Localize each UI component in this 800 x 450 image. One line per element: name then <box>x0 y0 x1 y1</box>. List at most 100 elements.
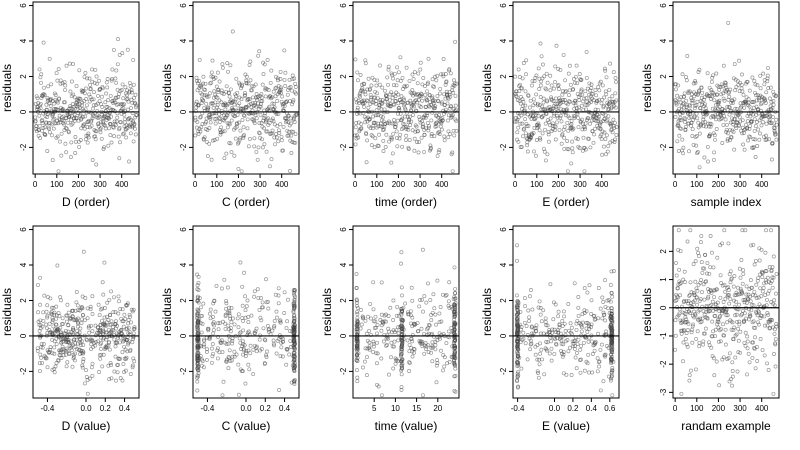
data-point <box>579 343 583 348</box>
data-point <box>68 155 73 160</box>
data-point <box>381 138 386 143</box>
data-point <box>774 137 779 142</box>
data-point <box>128 84 133 89</box>
data-point <box>731 129 736 134</box>
data-point <box>438 124 443 129</box>
data-point <box>113 354 118 359</box>
data-point <box>270 131 274 136</box>
data-point <box>416 150 421 155</box>
data-point <box>45 313 50 318</box>
data-point <box>595 369 600 374</box>
data-point <box>213 92 218 97</box>
data-point <box>238 128 243 133</box>
data-point <box>66 323 71 328</box>
data-point <box>764 280 769 285</box>
x-axis-label: randam example <box>681 419 771 433</box>
data-point <box>726 20 731 25</box>
data-point <box>609 333 614 338</box>
data-point <box>281 148 285 153</box>
x-tick-label: 400 <box>275 180 289 189</box>
data-point <box>735 319 739 324</box>
data-point <box>108 121 113 126</box>
data-point <box>453 39 458 44</box>
data-point <box>697 254 701 259</box>
data-point <box>393 122 398 127</box>
data-point <box>684 342 689 347</box>
data-point <box>243 294 248 299</box>
data-point <box>444 292 449 297</box>
data-point <box>680 110 685 115</box>
data-point <box>395 78 400 83</box>
data-point <box>599 101 604 106</box>
data-point <box>758 286 763 291</box>
data-point <box>51 324 56 329</box>
data-point <box>758 337 763 341</box>
data-point <box>89 97 94 102</box>
data-point <box>453 338 458 342</box>
data-point <box>580 117 584 122</box>
data-point <box>703 120 708 125</box>
data-point <box>112 121 117 126</box>
data-point <box>429 313 434 317</box>
data-point <box>593 88 598 92</box>
data-point <box>131 57 136 62</box>
data-point <box>609 269 614 274</box>
data-point <box>429 345 434 350</box>
data-point <box>195 298 200 303</box>
data-point <box>255 287 260 292</box>
data-point <box>765 73 770 78</box>
data-point <box>210 138 215 143</box>
data-point <box>723 327 728 332</box>
data-point <box>193 115 198 120</box>
data-point <box>248 59 253 64</box>
data-point <box>369 83 374 88</box>
data-point <box>379 356 384 361</box>
data-point <box>730 360 735 365</box>
data-point <box>406 312 411 317</box>
data-point <box>254 344 259 349</box>
data-point <box>767 326 772 331</box>
data-point <box>364 160 369 165</box>
data-point <box>113 109 117 114</box>
data-point <box>677 281 682 286</box>
data-point <box>195 345 200 350</box>
data-point <box>242 113 247 118</box>
data-point <box>381 149 386 153</box>
data-point <box>228 329 233 334</box>
data-point <box>742 105 747 110</box>
data-point <box>576 115 581 120</box>
data-point <box>737 266 742 271</box>
data-point <box>721 300 726 304</box>
data-point <box>399 100 404 105</box>
data-point <box>235 316 240 321</box>
data-point <box>759 294 764 299</box>
data-point <box>703 279 708 284</box>
data-point <box>538 306 543 310</box>
data-point <box>673 115 678 119</box>
data-point <box>244 304 249 309</box>
data-point <box>105 77 110 81</box>
data-point <box>447 280 452 285</box>
data-point <box>52 370 57 375</box>
data-point <box>767 96 772 101</box>
data-point <box>674 273 679 278</box>
data-point <box>374 83 379 88</box>
data-point <box>696 251 701 255</box>
data-point <box>407 369 412 373</box>
data-point <box>94 129 99 134</box>
data-point <box>289 121 293 126</box>
data-point <box>702 95 707 100</box>
data-point <box>527 315 532 320</box>
data-point <box>230 338 235 343</box>
data-point <box>731 100 736 105</box>
data-point <box>453 291 457 295</box>
data-point <box>283 84 288 88</box>
data-point <box>222 129 227 134</box>
data-point <box>452 83 457 88</box>
data-point <box>594 93 599 98</box>
data-point <box>746 97 751 102</box>
data-point <box>708 234 713 238</box>
data-point <box>539 347 544 352</box>
y-tick-label: 2 <box>19 298 28 303</box>
data-point <box>582 96 587 101</box>
